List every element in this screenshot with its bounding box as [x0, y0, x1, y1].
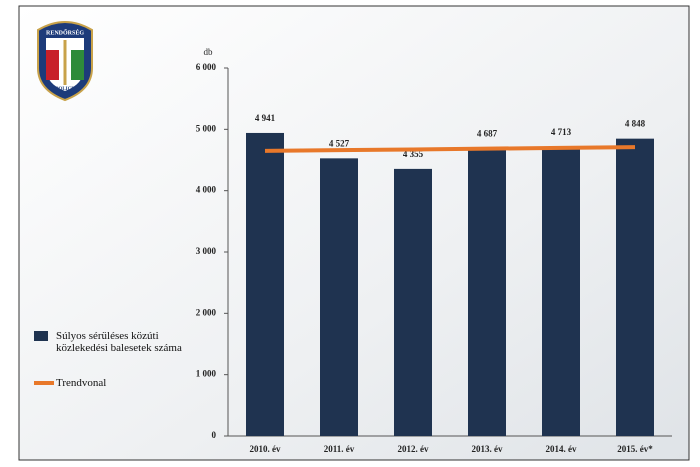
logo: RENDŐRSÉG POLICE	[37, 21, 93, 102]
x-tick-label: 2010. év	[250, 444, 281, 454]
bar	[616, 138, 654, 436]
trend-line	[264, 145, 636, 153]
legend-swatch	[34, 381, 54, 385]
bar	[320, 158, 358, 436]
x-tick-label: 2015. év*	[617, 444, 653, 454]
y-tick-label: 3 000	[196, 246, 217, 256]
x-tick-label: 2014. év	[546, 444, 577, 454]
x-tick-label: 2012. év	[398, 444, 429, 454]
value-label: 4 355	[403, 149, 424, 159]
value-label: 4 713	[551, 127, 572, 137]
y-axis-label: db	[204, 47, 214, 57]
legend-label: Trendvonal	[56, 377, 107, 389]
y-tick-label: 0	[212, 430, 217, 440]
bar	[542, 146, 580, 436]
logo-top: RENDŐRSÉG	[46, 28, 84, 36]
y-tick-label: 4 000	[196, 185, 217, 195]
x-tick-label: 2013. év	[472, 444, 503, 454]
y-tick-label: 1 000	[196, 369, 217, 379]
logo-bottom: POLICE	[55, 87, 75, 92]
bar	[246, 132, 284, 436]
y-tick-label: 2 000	[196, 307, 217, 317]
legend-swatch	[34, 331, 48, 341]
value-label: 4 941	[255, 113, 276, 123]
value-label: 4 848	[625, 119, 646, 129]
value-label: 4 527	[329, 138, 350, 148]
y-tick-label: 6 000	[196, 62, 217, 72]
legend-label: Súlyos sérüléses közúti közlekedési bale…	[56, 330, 182, 354]
legend-entry: Trendvonal	[34, 377, 186, 389]
x-tick-label: 2011. év	[324, 444, 355, 454]
legend-entry: Súlyos sérüléses közúti közlekedési bale…	[34, 330, 186, 354]
bar	[468, 148, 506, 436]
bar	[394, 168, 432, 437]
value-label: 4 687	[477, 129, 498, 139]
y-tick-label: 5 000	[196, 123, 217, 133]
